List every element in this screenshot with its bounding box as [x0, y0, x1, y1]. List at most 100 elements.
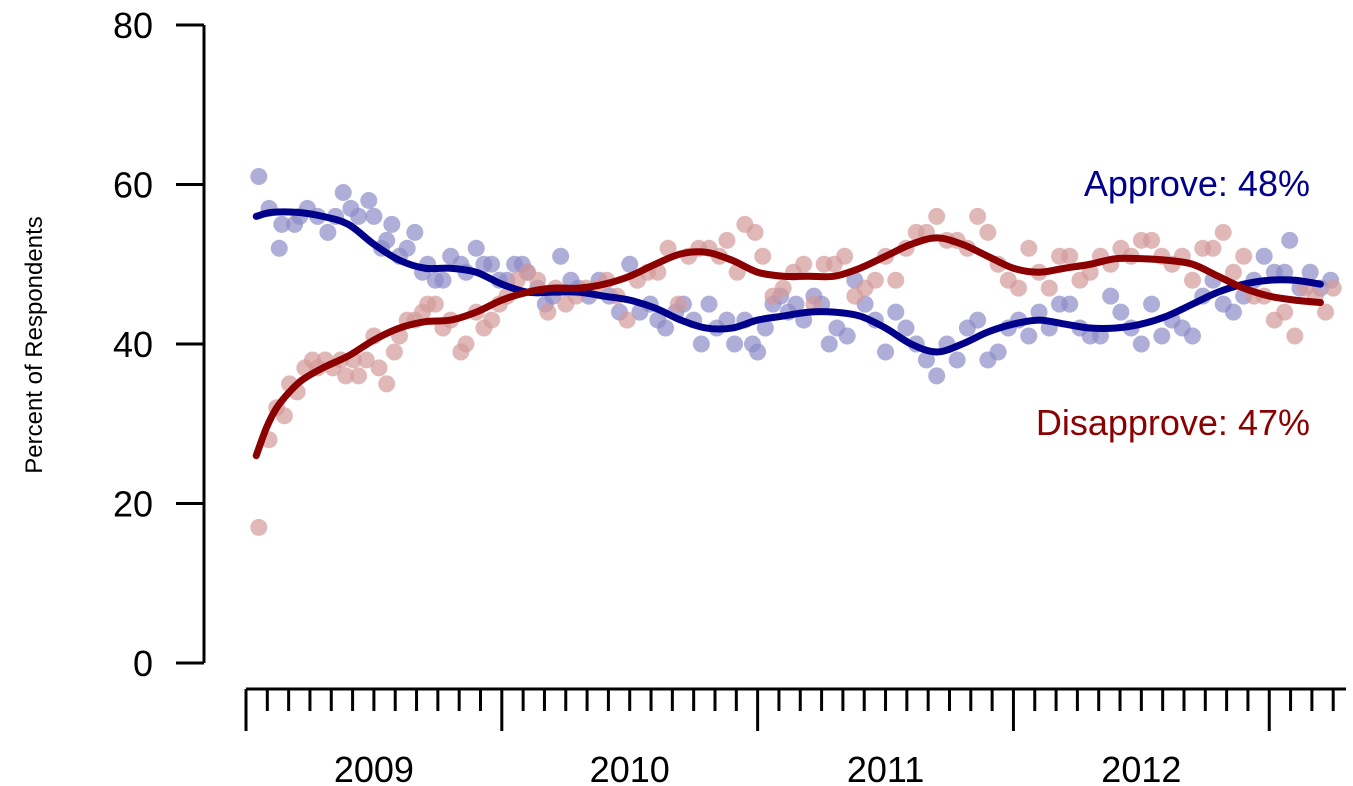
disapprove-point	[337, 367, 355, 385]
disapprove-point	[357, 351, 375, 369]
disapprove-point	[539, 303, 557, 321]
approve-point	[917, 351, 935, 369]
disapprove-point	[969, 207, 987, 225]
y-axis-title: Percent of Respondents	[21, 216, 48, 474]
y-tick-label: 40	[113, 324, 153, 365]
disapprove-point	[1040, 279, 1058, 297]
disapprove-point	[795, 255, 813, 273]
approve-point	[726, 335, 744, 353]
approve-point	[270, 239, 288, 257]
points-layer	[250, 168, 1342, 536]
disapprove-point	[979, 223, 997, 241]
disapprove-point	[836, 247, 854, 265]
y-tick-label: 80	[113, 5, 153, 46]
approve-point	[273, 215, 291, 233]
approve-point	[749, 343, 767, 361]
approve-point	[406, 223, 424, 241]
disapprove-point	[746, 223, 764, 241]
disapprove-point	[1184, 271, 1202, 289]
approve-point	[1132, 335, 1150, 353]
approve-point	[1102, 287, 1120, 305]
approve-point	[1030, 303, 1048, 321]
approve-point	[787, 295, 805, 313]
y-tick-label: 60	[113, 165, 153, 206]
approve-point	[657, 319, 675, 337]
disapprove-point	[1324, 279, 1342, 297]
disapprove-point	[1020, 239, 1038, 257]
disapprove-point	[385, 343, 403, 361]
approve-point	[969, 311, 987, 329]
approve-point	[467, 239, 485, 257]
disapprove-point	[1276, 303, 1294, 321]
approve-point	[700, 295, 718, 313]
approve-point	[1301, 263, 1319, 281]
approve-point	[621, 255, 639, 273]
disapprove-point	[1061, 247, 1079, 265]
approve-point	[948, 351, 966, 369]
approve-point	[718, 311, 736, 329]
approve-point	[1184, 327, 1202, 345]
y-tick-label: 0	[133, 643, 153, 684]
approve-point	[1224, 303, 1242, 321]
approve-point	[483, 255, 501, 273]
approve-point	[1143, 295, 1161, 313]
disapprove-point	[669, 295, 687, 313]
disapprove-point	[1204, 239, 1222, 257]
disapprove-point	[350, 367, 368, 385]
disapprove-point	[370, 359, 388, 377]
approve-point	[552, 247, 570, 265]
x-tick-label: 2011	[847, 749, 924, 786]
approve-label: Approve: 48%	[1084, 163, 1310, 204]
approve-point	[398, 239, 416, 257]
approve-point	[1061, 295, 1079, 313]
disapprove-point	[1143, 231, 1161, 249]
approve-point	[434, 271, 452, 289]
approve-trend-line	[252, 208, 1324, 356]
approve-point	[365, 207, 383, 225]
disapprove-point	[457, 335, 475, 353]
disapprove-point	[866, 271, 884, 289]
approve-point	[928, 367, 946, 385]
approve-point	[1153, 327, 1171, 345]
disapprove-point	[754, 247, 772, 265]
disapprove-point	[1235, 247, 1253, 265]
disapprove-point	[529, 271, 547, 289]
approve-point	[897, 319, 915, 337]
approve-point	[820, 335, 838, 353]
approve-point	[360, 191, 378, 209]
disapprove-point	[1317, 303, 1335, 321]
disapprove-point	[659, 239, 677, 257]
approve-point	[319, 223, 337, 241]
approve-point	[383, 215, 401, 233]
approve-point	[1112, 303, 1130, 321]
approve-point	[887, 303, 905, 321]
approve-point	[378, 231, 396, 249]
disapprove-point	[483, 311, 501, 329]
approve-point	[692, 335, 710, 353]
disapprove-point	[1224, 263, 1242, 281]
approve-point	[334, 183, 352, 201]
y-axis: 0 20 40 60 80	[113, 5, 206, 684]
disapprove-point	[1010, 279, 1028, 297]
approve-point	[350, 207, 368, 225]
disapprove-trend-line	[252, 234, 1324, 460]
disapprove-point	[774, 279, 792, 297]
x-tick-label: 2009	[334, 749, 414, 786]
disapprove-point	[426, 295, 444, 313]
disapprove-point	[928, 207, 946, 225]
approve-point	[250, 168, 268, 186]
approve-point	[1255, 247, 1273, 265]
disapprove-point	[250, 518, 268, 536]
approve-point	[877, 343, 895, 361]
disapprove-point	[1286, 327, 1304, 345]
approve-point	[1281, 231, 1299, 249]
disapprove-point	[378, 375, 396, 393]
x-tick-label: 2010	[590, 749, 670, 786]
disapprove-label: Disapprove: 47%	[1036, 402, 1310, 443]
disapprove-point	[718, 231, 736, 249]
disapprove-point	[618, 311, 636, 329]
approve-point	[1020, 327, 1038, 345]
disapprove-point	[887, 271, 905, 289]
x-axis: 2009 2010 2011 2012	[244, 687, 1346, 786]
